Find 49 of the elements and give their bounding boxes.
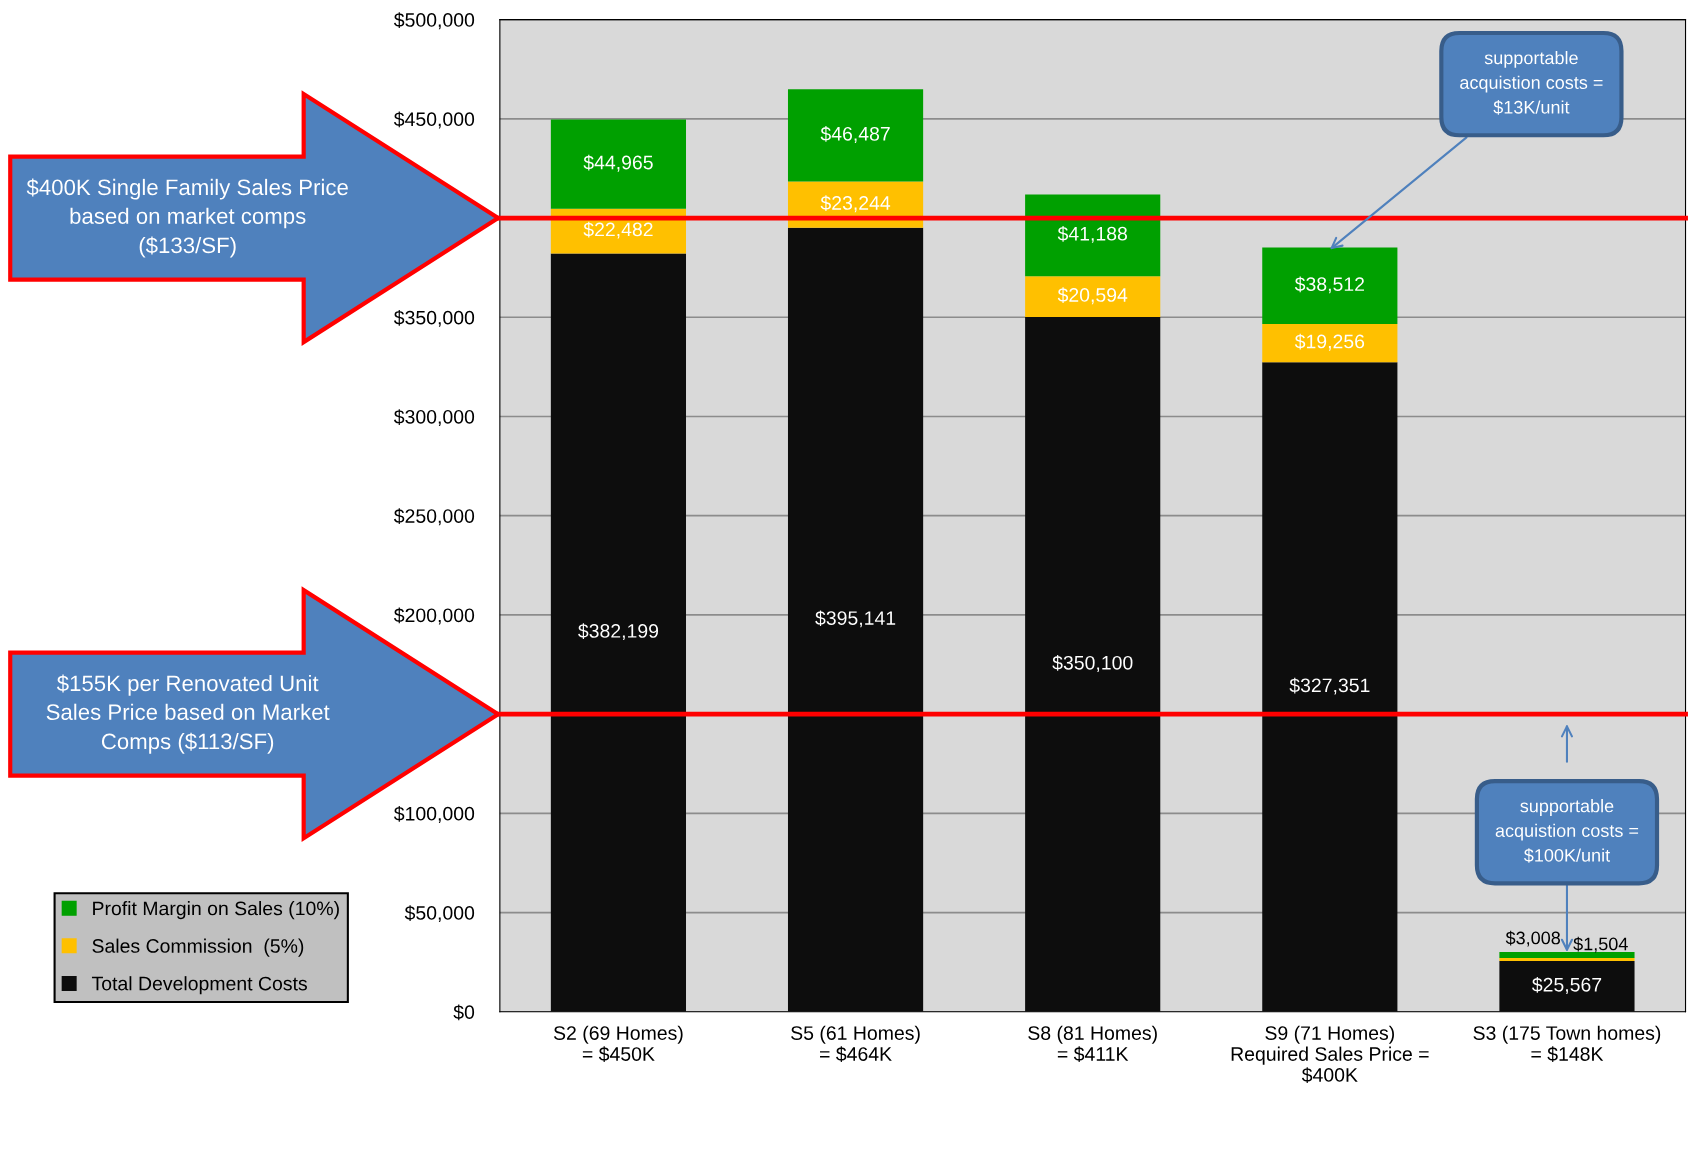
data-label: $38,512 — [1294, 276, 1364, 294]
bar — [1262, 362, 1398, 1012]
y-tick-label: $0 — [453, 1004, 475, 1021]
y-tick-label: $200,000 — [393, 607, 475, 625]
x-tick-label: S9 (71 Homes) Required Sales Price = $400K — [1231, 1025, 1429, 1083]
bar — [1499, 961, 1635, 1012]
x-tick-label: S8 (81 Homes) = $411K — [1028, 1025, 1157, 1063]
annotation: supportable acquistion costs = $100K/unit — [1495, 799, 1639, 863]
data-label: $1,504 — [1573, 936, 1628, 953]
data-label: $327,351 — [1289, 677, 1370, 695]
y-tick-label: $250,000 — [393, 508, 475, 526]
bar — [1025, 317, 1161, 1012]
data-label: $23,244 — [820, 195, 891, 213]
x-tick-label: S5 (61 Homes) = $464K — [791, 1025, 920, 1063]
y-tick-label: $100,000 — [393, 806, 475, 823]
data-label: $19,256 — [1294, 333, 1365, 351]
legend-label: Sales Commission (5%) — [92, 938, 304, 957]
bar — [550, 119, 687, 209]
bar — [1025, 194, 1161, 277]
x-tick-label: S2 (69 Homes) = $450K — [553, 1025, 683, 1063]
data-label: $3,008 — [1505, 930, 1560, 947]
data-label: $20,594 — [1057, 287, 1128, 305]
data-label: $22,482 — [583, 221, 653, 239]
y-tick-label: $300,000 — [393, 409, 475, 427]
x-tick-label: S3 (175 Town homes) = $148K — [1473, 1025, 1661, 1063]
legend-label: Total Development Costs — [91, 976, 307, 995]
annotation: supportable acquistion costs = $13K/unit — [1460, 51, 1603, 115]
data-label: $41,188 — [1057, 225, 1127, 243]
bar — [1499, 958, 1635, 962]
y-tick-label: $350,000 — [393, 309, 475, 327]
data-label: $46,487 — [820, 126, 890, 143]
data-label: $395,141 — [815, 610, 896, 628]
legend-label: Profit Margin on Sales (10%) — [93, 901, 339, 920]
data-label: $25,567 — [1532, 977, 1602, 994]
bar — [1025, 276, 1161, 318]
y-tick-label: $450,000 — [393, 111, 475, 129]
bar — [1262, 247, 1398, 325]
data-label: $382,199 — [578, 623, 659, 641]
bar — [1262, 324, 1398, 363]
bar — [1499, 952, 1635, 959]
bar — [787, 89, 924, 182]
y-tick-label: $50,000 — [404, 905, 475, 923]
bar — [787, 227, 924, 1012]
bar — [550, 253, 687, 1012]
ref-line-label: $400K Single Family Sales Price based on market comps ($133/SF) — [26, 178, 348, 258]
data-label: $44,965 — [583, 154, 653, 172]
data-label: $350,100 — [1052, 655, 1133, 672]
y-tick-label: $500,000 — [393, 12, 475, 30]
ref-line-label: $155K per Renovated Unit Sales Price based on Market Comps ($113/SF) — [46, 674, 330, 754]
